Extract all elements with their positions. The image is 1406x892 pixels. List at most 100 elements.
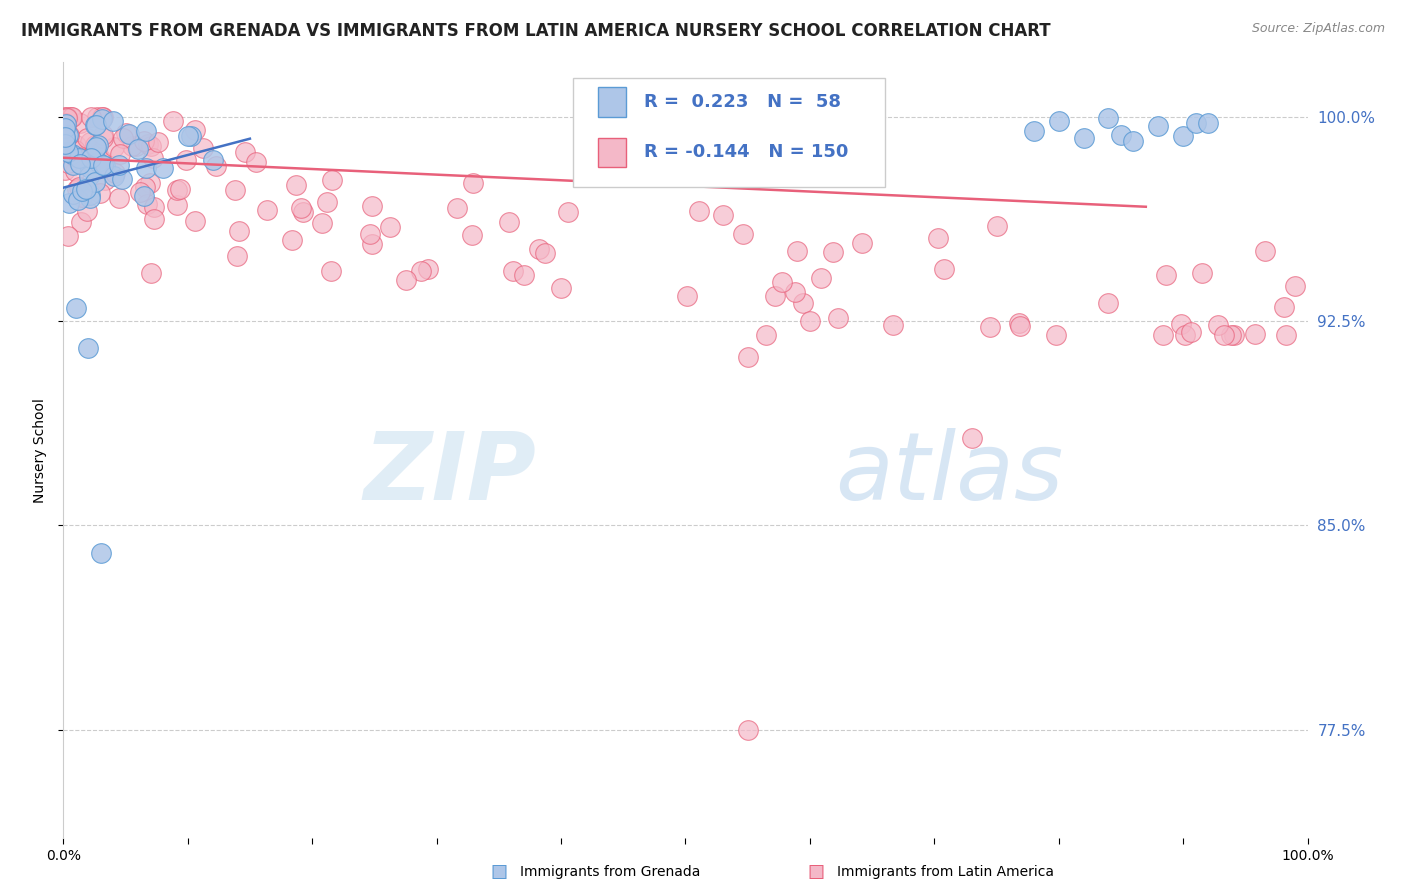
Point bbox=[76, 203, 98, 218]
Text: ■: ■ bbox=[491, 863, 508, 881]
Point bbox=[688, 204, 710, 219]
Point bbox=[83, 175, 105, 189]
Text: □: □ bbox=[807, 863, 824, 881]
Text: ZIP: ZIP bbox=[363, 428, 536, 520]
Point bbox=[101, 113, 124, 128]
Point bbox=[53, 116, 76, 130]
Point bbox=[127, 142, 149, 156]
Point bbox=[53, 132, 76, 146]
Text: R =  0.223   N =  58: R = 0.223 N = 58 bbox=[644, 93, 841, 111]
Point bbox=[550, 281, 572, 295]
Text: Source: ZipAtlas.com: Source: ZipAtlas.com bbox=[1251, 22, 1385, 36]
Point bbox=[786, 244, 808, 258]
Point bbox=[70, 190, 93, 204]
Point bbox=[134, 180, 156, 194]
Point bbox=[184, 123, 207, 137]
Point bbox=[77, 342, 100, 356]
Point bbox=[737, 723, 759, 737]
Text: R = -0.144   N = 150: R = -0.144 N = 150 bbox=[644, 144, 849, 161]
Point bbox=[1122, 134, 1144, 148]
Point bbox=[1180, 325, 1202, 339]
Point bbox=[1097, 295, 1119, 310]
Point bbox=[1254, 244, 1277, 259]
Point bbox=[321, 264, 343, 278]
Point bbox=[91, 128, 114, 143]
Point bbox=[169, 181, 191, 195]
Point bbox=[75, 180, 97, 194]
Point bbox=[281, 233, 304, 247]
Point bbox=[53, 137, 76, 152]
Point bbox=[111, 130, 134, 145]
Point bbox=[226, 249, 249, 263]
Point bbox=[378, 219, 401, 234]
Point bbox=[55, 117, 77, 131]
Point bbox=[93, 159, 115, 173]
Point bbox=[676, 289, 699, 303]
Point bbox=[1154, 268, 1177, 283]
Point bbox=[1109, 128, 1132, 142]
Point bbox=[284, 178, 307, 193]
Point bbox=[139, 176, 162, 190]
Point bbox=[502, 264, 524, 278]
Point bbox=[755, 327, 778, 342]
Point bbox=[1153, 327, 1175, 342]
Point bbox=[139, 139, 162, 153]
Point bbox=[73, 185, 96, 199]
Point bbox=[359, 227, 381, 242]
Point bbox=[134, 189, 156, 203]
Point bbox=[103, 169, 125, 184]
Point bbox=[86, 137, 108, 152]
Point bbox=[162, 113, 184, 128]
Point bbox=[1213, 327, 1236, 342]
Point bbox=[53, 163, 76, 178]
Point bbox=[60, 110, 83, 124]
Point bbox=[69, 116, 91, 130]
Point bbox=[107, 191, 129, 205]
Point bbox=[1206, 318, 1229, 332]
Point bbox=[56, 110, 79, 124]
Text: ■: ■ bbox=[807, 863, 824, 881]
Point bbox=[90, 545, 112, 559]
Point bbox=[1073, 131, 1095, 145]
Point bbox=[1272, 300, 1295, 314]
Point bbox=[80, 151, 103, 165]
Point bbox=[409, 264, 432, 278]
Point bbox=[86, 145, 108, 160]
Point bbox=[823, 244, 845, 259]
FancyBboxPatch shape bbox=[599, 137, 626, 167]
Point bbox=[75, 182, 97, 196]
Point bbox=[91, 130, 114, 145]
Point bbox=[927, 231, 949, 245]
Point bbox=[121, 139, 143, 153]
Point bbox=[55, 122, 77, 136]
Point bbox=[1275, 327, 1298, 342]
Point bbox=[69, 157, 91, 171]
Point bbox=[290, 201, 312, 215]
Point bbox=[60, 110, 83, 124]
Point bbox=[83, 138, 105, 153]
Point bbox=[62, 187, 84, 202]
Point bbox=[76, 130, 98, 145]
Point bbox=[184, 214, 207, 228]
Point bbox=[91, 110, 114, 124]
Point bbox=[86, 110, 108, 124]
Point bbox=[58, 196, 80, 211]
Point bbox=[115, 126, 138, 140]
Point bbox=[53, 120, 76, 135]
Point bbox=[67, 180, 90, 194]
Point bbox=[89, 186, 111, 200]
Text: Immigrants from Grenada: Immigrants from Grenada bbox=[520, 865, 700, 880]
Point bbox=[960, 431, 983, 445]
Point bbox=[60, 147, 83, 161]
Point bbox=[65, 181, 87, 195]
Point bbox=[1022, 123, 1045, 137]
Point bbox=[110, 171, 132, 186]
Point bbox=[66, 193, 89, 207]
Point bbox=[91, 110, 114, 124]
Point bbox=[557, 204, 579, 219]
Point bbox=[135, 197, 157, 211]
Point bbox=[142, 200, 165, 214]
Point bbox=[65, 138, 87, 153]
Point bbox=[56, 111, 79, 125]
Point bbox=[512, 268, 534, 282]
